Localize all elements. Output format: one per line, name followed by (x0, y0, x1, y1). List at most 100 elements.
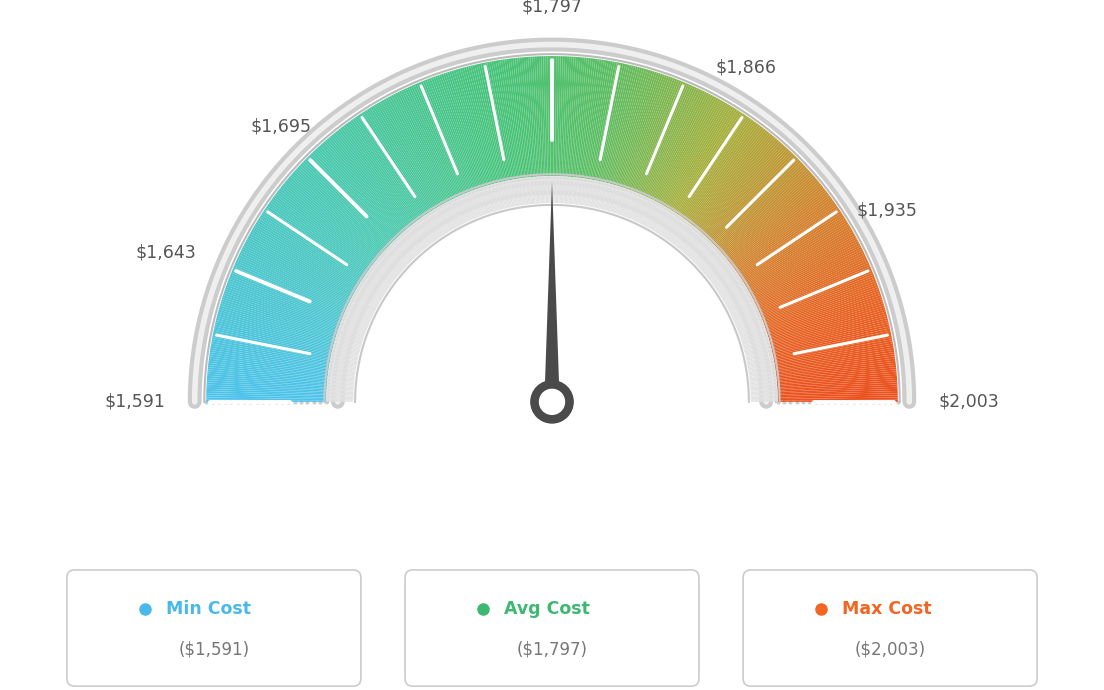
Wedge shape (741, 331, 766, 340)
Wedge shape (456, 197, 468, 222)
Wedge shape (488, 185, 497, 211)
Wedge shape (743, 219, 847, 284)
Wedge shape (658, 210, 673, 234)
Wedge shape (495, 184, 502, 210)
Wedge shape (587, 60, 608, 179)
Wedge shape (482, 187, 491, 213)
Wedge shape (588, 61, 611, 179)
Wedge shape (623, 191, 634, 217)
Wedge shape (559, 56, 565, 176)
Wedge shape (662, 100, 722, 206)
Wedge shape (333, 344, 360, 353)
Wedge shape (534, 57, 542, 177)
Wedge shape (710, 265, 732, 282)
Wedge shape (609, 186, 619, 212)
Wedge shape (279, 188, 374, 264)
Wedge shape (755, 253, 864, 306)
Wedge shape (327, 380, 354, 383)
Wedge shape (466, 193, 478, 218)
Wedge shape (329, 368, 355, 373)
Wedge shape (774, 339, 892, 362)
Wedge shape (546, 176, 549, 203)
Wedge shape (710, 155, 795, 242)
Wedge shape (335, 340, 361, 348)
Wedge shape (329, 365, 355, 371)
Wedge shape (528, 177, 532, 204)
Wedge shape (372, 106, 436, 209)
Circle shape (540, 389, 564, 414)
Wedge shape (498, 60, 518, 179)
Wedge shape (691, 240, 711, 260)
Wedge shape (772, 324, 890, 353)
Wedge shape (378, 257, 400, 275)
Wedge shape (729, 186, 824, 262)
Wedge shape (338, 329, 363, 339)
Wedge shape (507, 59, 523, 178)
Wedge shape (375, 260, 397, 278)
Wedge shape (719, 279, 743, 295)
Wedge shape (607, 66, 638, 184)
Wedge shape (645, 202, 658, 226)
Wedge shape (740, 327, 765, 337)
Wedge shape (538, 177, 541, 204)
Wedge shape (327, 400, 353, 402)
Wedge shape (270, 199, 370, 270)
Wedge shape (698, 138, 777, 230)
Wedge shape (761, 270, 872, 317)
Wedge shape (485, 62, 510, 180)
Wedge shape (643, 86, 693, 196)
Wedge shape (673, 224, 691, 246)
Wedge shape (265, 208, 365, 276)
Wedge shape (406, 87, 458, 197)
Wedge shape (675, 111, 741, 213)
Wedge shape (622, 73, 661, 188)
Wedge shape (493, 61, 516, 179)
Wedge shape (296, 168, 385, 250)
Wedge shape (339, 326, 365, 335)
Wedge shape (328, 376, 354, 381)
Wedge shape (731, 192, 828, 266)
Wedge shape (640, 83, 689, 195)
Wedge shape (388, 97, 446, 204)
Wedge shape (209, 359, 328, 375)
Wedge shape (692, 242, 712, 262)
Wedge shape (294, 170, 384, 252)
Wedge shape (628, 194, 640, 219)
Wedge shape (446, 202, 459, 226)
Wedge shape (517, 179, 522, 206)
Text: $1,797: $1,797 (521, 0, 583, 16)
Wedge shape (667, 104, 730, 208)
Wedge shape (378, 258, 399, 276)
Wedge shape (431, 210, 446, 234)
Wedge shape (422, 217, 438, 239)
Wedge shape (252, 228, 357, 289)
Wedge shape (715, 274, 739, 290)
Wedge shape (267, 204, 367, 274)
Wedge shape (383, 99, 444, 205)
Wedge shape (676, 225, 693, 247)
Wedge shape (652, 92, 707, 200)
Wedge shape (466, 66, 497, 184)
Wedge shape (571, 177, 575, 204)
Wedge shape (688, 126, 762, 223)
Wedge shape (739, 323, 764, 333)
Wedge shape (208, 365, 328, 380)
Wedge shape (583, 59, 602, 179)
Wedge shape (404, 230, 423, 252)
Wedge shape (382, 253, 403, 271)
Wedge shape (448, 201, 461, 225)
Wedge shape (631, 195, 643, 220)
Wedge shape (485, 186, 495, 212)
Wedge shape (617, 188, 627, 215)
Wedge shape (721, 172, 811, 253)
Wedge shape (751, 239, 858, 297)
Wedge shape (745, 224, 850, 287)
Wedge shape (726, 293, 751, 307)
Wedge shape (742, 215, 843, 281)
Wedge shape (777, 393, 898, 397)
Wedge shape (357, 288, 380, 303)
Wedge shape (647, 88, 699, 197)
Wedge shape (603, 184, 611, 210)
Wedge shape (206, 380, 327, 389)
Wedge shape (556, 56, 561, 176)
